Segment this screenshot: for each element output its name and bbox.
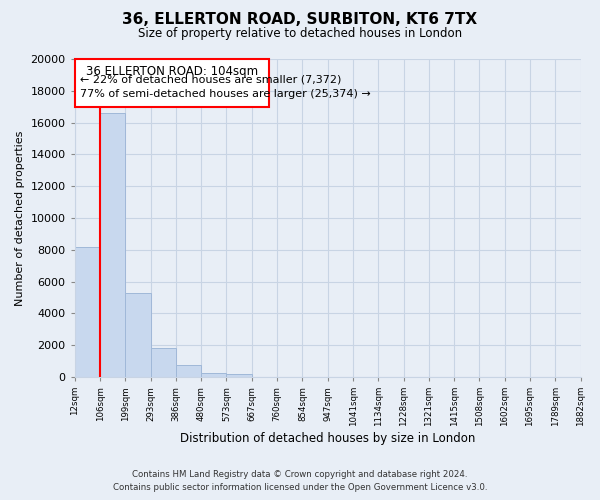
Bar bbox=[125, 293, 151, 377]
X-axis label: Distribution of detached houses by size in London: Distribution of detached houses by size … bbox=[180, 432, 475, 445]
Bar bbox=[176, 365, 201, 377]
Text: 36 ELLERTON ROAD: 104sqm: 36 ELLERTON ROAD: 104sqm bbox=[86, 66, 258, 78]
Bar bbox=[100, 113, 125, 377]
Y-axis label: Number of detached properties: Number of detached properties bbox=[15, 130, 25, 306]
Text: ← 22% of detached houses are smaller (7,372): ← 22% of detached houses are smaller (7,… bbox=[80, 74, 341, 85]
Bar bbox=[201, 372, 226, 377]
Bar bbox=[75, 246, 100, 377]
Text: 36, ELLERTON ROAD, SURBITON, KT6 7TX: 36, ELLERTON ROAD, SURBITON, KT6 7TX bbox=[122, 12, 478, 28]
Text: Size of property relative to detached houses in London: Size of property relative to detached ho… bbox=[138, 28, 462, 40]
Bar bbox=[226, 374, 252, 377]
Text: Contains HM Land Registry data © Crown copyright and database right 2024.
Contai: Contains HM Land Registry data © Crown c… bbox=[113, 470, 487, 492]
Bar bbox=[151, 348, 176, 377]
Text: 77% of semi-detached houses are larger (25,374) →: 77% of semi-detached houses are larger (… bbox=[80, 89, 371, 99]
FancyBboxPatch shape bbox=[75, 59, 269, 106]
